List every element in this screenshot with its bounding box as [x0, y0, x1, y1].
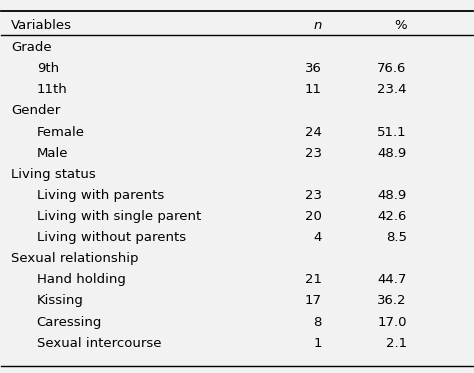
Text: Living with single parent: Living with single parent: [36, 210, 201, 223]
Text: 48.9: 48.9: [377, 189, 407, 202]
Text: %: %: [394, 19, 407, 32]
Text: 36: 36: [305, 62, 322, 75]
Text: 8: 8: [313, 316, 322, 329]
Text: 51.1: 51.1: [377, 126, 407, 139]
Text: Living without parents: Living without parents: [36, 231, 186, 244]
Text: 23: 23: [305, 189, 322, 202]
Text: Living with parents: Living with parents: [36, 189, 164, 202]
Text: 8.5: 8.5: [386, 231, 407, 244]
Text: 11th: 11th: [36, 84, 67, 96]
Text: 11: 11: [305, 84, 322, 96]
Text: Grade: Grade: [11, 41, 52, 54]
Text: Living status: Living status: [11, 168, 96, 181]
Text: 4: 4: [313, 231, 322, 244]
Text: Caressing: Caressing: [36, 316, 102, 329]
Text: Sexual intercourse: Sexual intercourse: [36, 336, 161, 350]
Text: Sexual relationship: Sexual relationship: [11, 252, 138, 265]
Text: Kissing: Kissing: [36, 294, 83, 307]
Text: 21: 21: [305, 273, 322, 286]
Text: Female: Female: [36, 126, 85, 139]
Text: Gender: Gender: [11, 104, 60, 117]
Text: 23.4: 23.4: [377, 84, 407, 96]
Text: 9th: 9th: [36, 62, 59, 75]
Text: 44.7: 44.7: [377, 273, 407, 286]
Text: 2.1: 2.1: [385, 336, 407, 350]
Text: 23: 23: [305, 147, 322, 160]
Text: 76.6: 76.6: [377, 62, 407, 75]
Text: 17: 17: [305, 294, 322, 307]
Text: n: n: [313, 19, 322, 32]
Text: 24: 24: [305, 126, 322, 139]
Text: Male: Male: [36, 147, 68, 160]
Text: 20: 20: [305, 210, 322, 223]
Text: 48.9: 48.9: [377, 147, 407, 160]
Text: Variables: Variables: [11, 19, 72, 32]
Text: 17.0: 17.0: [377, 316, 407, 329]
Text: 42.6: 42.6: [377, 210, 407, 223]
Text: Hand holding: Hand holding: [36, 273, 126, 286]
Text: 1: 1: [313, 336, 322, 350]
Text: 36.2: 36.2: [377, 294, 407, 307]
